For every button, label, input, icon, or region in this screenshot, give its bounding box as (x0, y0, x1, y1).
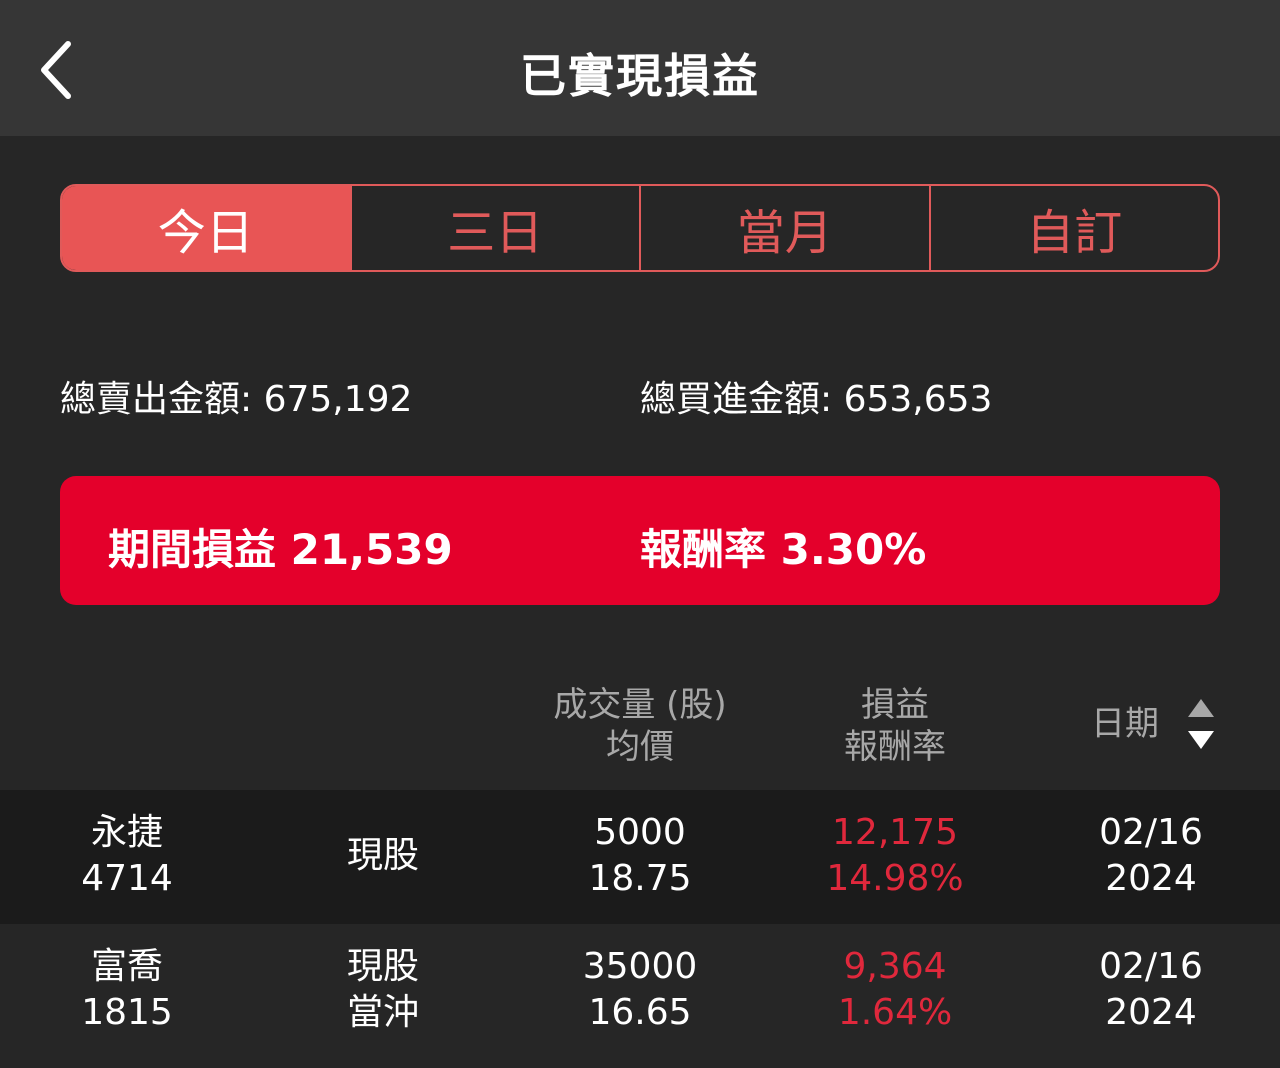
trade-type: 現股 (346, 835, 419, 876)
trade-type: 現股 當沖 (258, 944, 508, 1036)
trade-type-1: 現股 (346, 946, 419, 987)
summary-banner: 期間損益 21,539 報酬率 3.30% (60, 476, 1220, 605)
return-header: 報酬率 (844, 727, 946, 767)
return: 1.64% (837, 992, 953, 1033)
tab-custom[interactable]: 自訂 (1026, 205, 1123, 261)
year: 2024 (1105, 992, 1197, 1033)
year: 2024 (1105, 858, 1197, 899)
stock-code: 1815 (81, 992, 173, 1033)
avg-price: 18.75 (588, 858, 692, 899)
pnl-cell: 12,175 14.98% (770, 810, 1020, 902)
avg-price: 16.65 (588, 992, 692, 1033)
period-tabs: 今日 三日 當月 自訂 (60, 184, 1220, 272)
return-rate: 報酬率 3.30% (640, 525, 927, 574)
chevron-left-icon[interactable] (36, 40, 86, 100)
page-title: 已實現損益 (520, 49, 760, 103)
pnl-cell: 9,364 1.64% (770, 944, 1020, 1036)
avg-price-header: 均價 (606, 727, 674, 767)
tab-today[interactable]: 今日 (62, 186, 352, 270)
sort-icon[interactable] (1186, 697, 1216, 751)
tab-this-month[interactable]: 當月 (641, 186, 931, 270)
table-row[interactable]: 富喬 1815 現股當沖 35000 16.65 9,364 1.64% 02/16 2… (0, 924, 1280, 1058)
stock-code: 4714 (81, 858, 173, 899)
volume-header: 成交量 (股) (553, 685, 727, 725)
return: 14.98% (826, 858, 964, 899)
date-cell: 02/16 2024 (1026, 810, 1276, 902)
date: 02/16 (1099, 946, 1203, 987)
stock-cell: 永捷 4714 (2, 810, 252, 902)
stock-cell: 富喬 1815 (2, 944, 252, 1036)
date-cell: 02/16 2024 (1026, 944, 1276, 1036)
stock-name: 富喬 (90, 946, 163, 987)
total-buy-amount: 總買進金額: 653,653 (640, 379, 993, 420)
volume: 35000 (582, 946, 698, 987)
volume: 5000 (594, 812, 686, 853)
pnl: 9,364 (843, 946, 947, 987)
date: 02/16 (1099, 812, 1203, 853)
pnl-header: 損益 (861, 685, 929, 725)
period-pnl: 期間損益 21,539 (108, 525, 453, 574)
table-row[interactable]: 永捷 4714 現股 5000 18.75 12,175 14.98% 02/16 20… (0, 790, 1280, 924)
header: 已實現損益 (0, 0, 1280, 136)
volume-cell: 35000 16.65 (515, 944, 765, 1036)
column-header-volume: 成交量 (股) 均價 (515, 684, 765, 768)
pnl: 12,175 (832, 812, 958, 853)
stock-name: 永捷 (90, 812, 163, 853)
total-sell-amount: 總賣出金額: 675,192 (60, 379, 413, 420)
column-header-date[interactable]: 日期 (1091, 704, 1159, 744)
volume-cell: 5000 18.75 (515, 810, 765, 902)
trade-type-2: 當沖 (346, 992, 419, 1033)
column-header-pnl: 損益 報酬率 (770, 684, 1020, 768)
tab-three-days[interactable]: 三日 (352, 186, 641, 270)
